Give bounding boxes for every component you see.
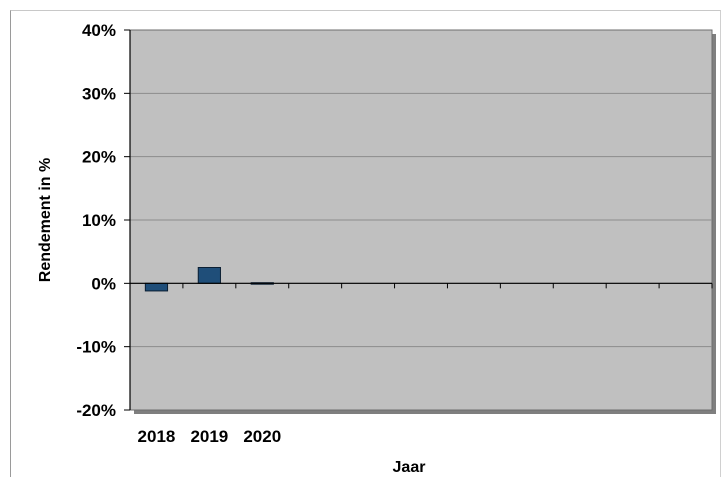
tick-labels: -20% -10% 0% 10% 20% 30% 40% 2018 2019 2020	[76, 21, 281, 446]
plot-area	[129, 29, 716, 414]
y-axis-title: Rendement in %	[37, 158, 54, 282]
y-tick-label: 20%	[82, 148, 116, 167]
x-axis-title: Jaar	[393, 459, 426, 476]
bar	[197, 267, 221, 284]
bar	[144, 282, 169, 292]
y-tick-label: -10%	[76, 338, 116, 357]
chart-frame	[10, 10, 721, 477]
x-tick-label: 2018	[138, 427, 176, 446]
y-tick-label: 30%	[82, 84, 116, 103]
y-tick-label: 10%	[82, 211, 116, 230]
x-tick-label: 2019	[190, 427, 228, 446]
y-tick-label: -20%	[76, 401, 116, 420]
x-tick-label: 2020	[243, 427, 281, 446]
y-tick-label: 40%	[82, 21, 116, 40]
y-tick-label: 0%	[91, 274, 116, 293]
axes	[124, 29, 713, 411]
